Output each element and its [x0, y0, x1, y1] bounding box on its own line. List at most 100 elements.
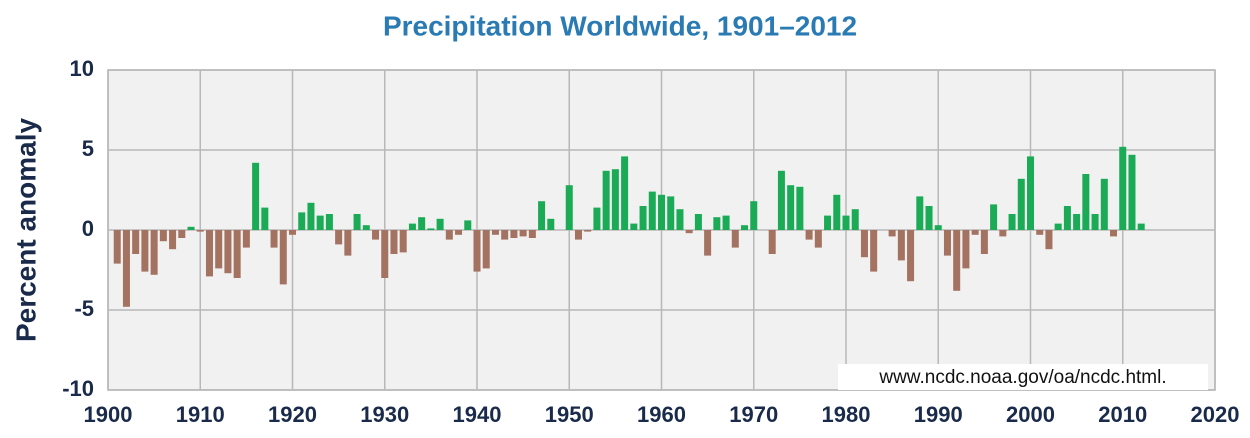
bar — [805, 230, 813, 240]
bar — [584, 230, 592, 232]
bar — [777, 170, 785, 230]
bar — [621, 156, 629, 230]
bar — [999, 230, 1007, 237]
bar — [667, 196, 675, 230]
bar — [298, 212, 306, 230]
x-tick-label: 1990 — [914, 402, 963, 427]
bar — [1119, 146, 1127, 230]
bar — [344, 230, 352, 256]
bar — [1100, 178, 1108, 230]
bar — [611, 169, 619, 230]
bar — [353, 214, 361, 230]
bar — [150, 230, 158, 275]
bar — [1036, 230, 1044, 235]
y-tick-label: 10 — [70, 56, 94, 81]
bar — [169, 230, 177, 250]
bar — [593, 207, 601, 230]
bar — [528, 230, 536, 238]
bar — [722, 215, 730, 230]
bar — [473, 230, 481, 272]
y-axis-label: Percent anomaly — [10, 118, 41, 343]
bar — [741, 225, 749, 230]
bar — [1017, 178, 1025, 230]
bar — [224, 230, 232, 274]
bar — [427, 228, 435, 230]
bar — [907, 230, 915, 282]
bar — [519, 230, 527, 237]
bar — [980, 230, 988, 254]
bar — [362, 225, 370, 230]
bar — [657, 194, 666, 230]
bar — [694, 214, 702, 230]
bar — [860, 230, 868, 258]
bar — [953, 230, 961, 291]
x-tick-label: 1900 — [84, 402, 133, 427]
bar — [390, 230, 398, 254]
bar — [261, 207, 269, 230]
bar — [547, 218, 555, 230]
bar — [962, 230, 970, 269]
bar — [574, 230, 582, 240]
bar — [1045, 230, 1053, 250]
bar — [491, 230, 499, 235]
bar — [1082, 174, 1090, 230]
bar — [925, 206, 933, 230]
bar — [482, 230, 490, 269]
bar — [501, 230, 509, 240]
bar — [888, 230, 896, 237]
bar — [316, 215, 324, 230]
bar — [787, 185, 795, 230]
bar — [897, 230, 905, 261]
bar — [1008, 214, 1016, 230]
bar — [1110, 230, 1118, 237]
bar — [1063, 206, 1071, 230]
bar — [796, 186, 804, 230]
bar — [187, 226, 195, 230]
bar — [252, 162, 260, 230]
y-tick-label: -5 — [74, 296, 94, 321]
x-tick-label: 1930 — [360, 402, 409, 427]
bar — [870, 230, 878, 272]
x-tick-label: 1910 — [176, 402, 225, 427]
bar — [943, 230, 951, 256]
x-tick-label: 1970 — [729, 402, 778, 427]
bar — [418, 217, 426, 230]
bar — [113, 230, 121, 264]
bar — [1091, 214, 1099, 230]
bar — [639, 206, 647, 230]
x-tick-label: 2010 — [1098, 402, 1147, 427]
bar — [408, 223, 416, 230]
y-tick-label: 0 — [82, 216, 94, 241]
bar — [1054, 223, 1062, 230]
bar — [842, 215, 850, 230]
source-box — [838, 364, 1208, 390]
bar — [934, 225, 942, 230]
bar — [1026, 156, 1035, 230]
bar — [372, 230, 380, 240]
bar — [270, 230, 278, 248]
bar — [233, 230, 241, 278]
x-tick-label: 2020 — [1191, 402, 1240, 427]
bar — [196, 230, 204, 232]
bars — [113, 146, 1145, 307]
bar — [1073, 214, 1081, 230]
bar — [971, 230, 979, 235]
bar — [750, 201, 758, 230]
bar — [916, 196, 924, 230]
source: www.ncdc.noaa.gov/oa/ncdc.html. — [878, 367, 1166, 388]
bar — [159, 230, 167, 242]
bar — [648, 191, 656, 230]
bar — [122, 230, 130, 307]
y-tick-label: -10 — [62, 376, 94, 401]
bar — [141, 230, 149, 272]
bar — [685, 230, 693, 234]
bar — [602, 170, 610, 230]
bar — [455, 230, 463, 235]
y-tick-label: 5 — [82, 136, 94, 161]
x-tick-label: 1980 — [822, 402, 871, 427]
x-tick-label: 2000 — [1006, 402, 1055, 427]
bar — [445, 230, 453, 240]
bar — [215, 230, 223, 269]
bar — [381, 230, 389, 278]
